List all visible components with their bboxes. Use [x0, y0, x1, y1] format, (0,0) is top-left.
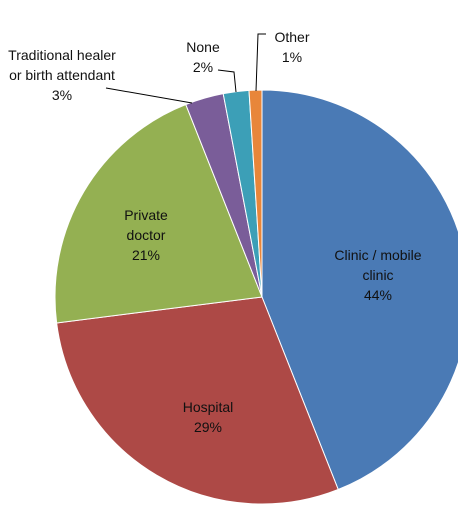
slice-label: Hospital 29% [163, 397, 253, 437]
category-label: Traditional healer or birth attendant [8, 47, 116, 83]
pie-slice [248, 89, 263, 298]
slice-label: Traditional healer or birth attendant 3% [7, 45, 117, 105]
value-label: 29% [193, 419, 223, 435]
leader-line [217, 69, 237, 93]
category-label: Private doctor [124, 207, 168, 243]
category-label: Hospital [182, 399, 234, 415]
slice-label: Clinic / mobile clinic 44% [323, 245, 433, 305]
pie-slice [56, 296, 339, 505]
value-label: 1% [281, 49, 303, 65]
slice-label: Other 1% [267, 27, 317, 67]
value-label: 3% [51, 87, 73, 103]
category-label: None [186, 39, 220, 55]
category-label: Clinic / mobile clinic [334, 247, 422, 283]
value-label: 44% [363, 287, 393, 303]
leader-line [255, 33, 266, 92]
leader-line [105, 87, 193, 104]
slice-label: None 2% [178, 37, 228, 77]
pie-slice [261, 89, 458, 491]
slice-label: Private doctor 21% [106, 205, 186, 265]
category-label: Other [274, 29, 310, 45]
pie-slice [54, 103, 263, 324]
value-label: 21% [131, 247, 161, 263]
value-label: 2% [192, 59, 214, 75]
